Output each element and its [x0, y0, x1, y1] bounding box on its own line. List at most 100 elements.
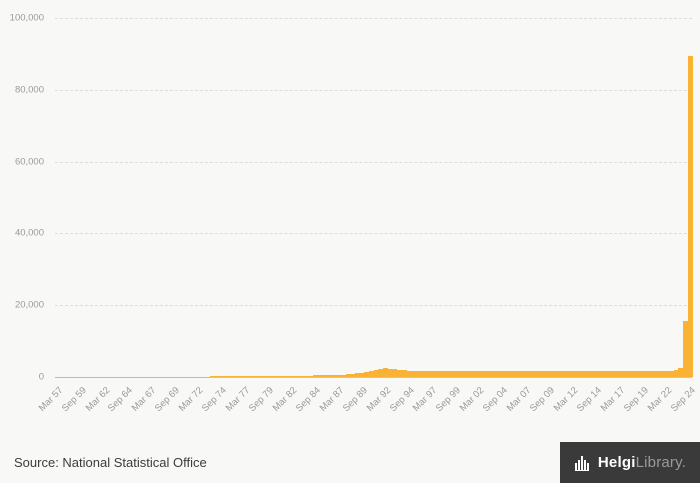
bar — [355, 373, 360, 377]
bar — [561, 371, 566, 377]
x-axis-tick-label: Mar 67 — [130, 385, 159, 414]
bar — [495, 371, 501, 377]
x-axis-tick-label: Mar 82 — [270, 385, 300, 414]
bar — [603, 371, 609, 377]
bar — [476, 371, 482, 377]
bar — [322, 375, 327, 377]
x-axis-tick-label: Sep 09 — [527, 385, 557, 415]
bar — [373, 370, 379, 377]
x-axis-tick-label: Mar 12 — [551, 385, 581, 414]
bar — [345, 374, 351, 377]
bar — [401, 370, 407, 377]
logo-word-library: Library. — [635, 454, 687, 471]
y-axis-tick-label: 80,000 — [14, 84, 44, 96]
bar — [481, 371, 487, 377]
y-axis-tick-label: 100,000 — [9, 12, 44, 24]
bar — [687, 55, 693, 377]
bar — [645, 371, 651, 377]
x-axis-tick-label: Mar 22 — [645, 385, 675, 414]
bar — [673, 369, 679, 377]
bar — [589, 371, 595, 377]
bar — [303, 375, 309, 377]
bar — [415, 370, 421, 377]
bar — [467, 371, 473, 377]
x-axis-tick-label: Sep 84 — [293, 385, 323, 415]
bar — [242, 376, 248, 377]
bar — [608, 371, 613, 377]
gridline — [55, 377, 692, 378]
bar — [247, 376, 252, 377]
bar — [448, 371, 454, 377]
bar — [326, 375, 332, 377]
bar — [340, 374, 346, 377]
gridline — [55, 233, 692, 235]
bar — [551, 371, 557, 377]
bar — [580, 371, 585, 377]
bar — [275, 375, 280, 377]
bar — [556, 371, 562, 377]
bar — [683, 321, 688, 377]
x-axis-tick-label: Sep 94 — [387, 385, 417, 415]
x-axis-tick-label: Mar 87 — [317, 385, 347, 414]
bar — [523, 371, 529, 377]
bar — [542, 371, 548, 377]
x-axis-tick-label: Sep 24 — [668, 385, 698, 415]
bar — [233, 376, 238, 377]
x-axis-tick-label: Mar 17 — [598, 385, 628, 414]
y-axis-tick-label: 60,000 — [14, 156, 44, 168]
bar — [500, 371, 505, 377]
x-axis: Mar 57 Sep 59 Mar 62 Sep 64 Mar 67 Sep 69 Mar … — [36, 377, 697, 435]
bars-container — [55, 18, 693, 377]
x-axis-tick-label: Sep 89 — [340, 385, 370, 415]
bar — [669, 370, 674, 377]
x-axis-tick-label: Mar 07 — [504, 385, 534, 414]
x-axis-tick-label: Sep 14 — [574, 385, 604, 415]
bar — [256, 376, 262, 377]
bar — [519, 371, 524, 377]
bar — [626, 371, 632, 377]
bar — [509, 371, 515, 377]
bar — [575, 371, 580, 377]
helgi-logo-text: HelgiLibrary. — [598, 454, 686, 471]
bar — [378, 369, 384, 377]
x-axis-tick-label: Sep 59 — [59, 385, 89, 415]
bar — [537, 371, 543, 377]
bar — [294, 375, 299, 377]
y-axis-tick-label: 40,000 — [14, 227, 44, 239]
bar — [505, 371, 510, 377]
bar — [434, 371, 440, 377]
bar — [425, 370, 430, 377]
bar — [251, 376, 257, 377]
x-axis-tick-label: Mar 72 — [176, 385, 206, 414]
bar — [219, 376, 224, 377]
bar — [490, 371, 496, 377]
bar — [664, 370, 670, 377]
bar — [636, 371, 641, 377]
bar — [270, 376, 276, 377]
bar — [472, 371, 477, 377]
x-axis-tick-label: Mar 62 — [83, 385, 112, 414]
logo-word-helgi: Helgi — [597, 454, 636, 471]
bar — [397, 370, 402, 377]
x-axis-tick-label: Sep 04 — [481, 385, 511, 415]
bar — [237, 376, 243, 377]
source-text: Source: National Statistical Office — [14, 455, 207, 470]
gridline — [55, 89, 692, 91]
bar — [622, 371, 627, 377]
bar — [420, 370, 426, 377]
bar — [514, 371, 520, 377]
bar — [214, 376, 220, 377]
bar — [650, 371, 655, 377]
bar — [228, 376, 234, 377]
bar — [430, 371, 435, 377]
bar — [462, 371, 468, 377]
bar — [453, 371, 459, 377]
bar — [312, 375, 318, 377]
y-axis: 0 20,000 40,000 60,000 80,000 100,000 — [0, 13, 50, 383]
bar — [565, 371, 571, 377]
gridline — [55, 18, 692, 19]
y-axis-tick-label: 0 — [38, 371, 44, 383]
bar — [284, 375, 290, 377]
x-axis-tick-label: Sep 74 — [199, 385, 230, 415]
